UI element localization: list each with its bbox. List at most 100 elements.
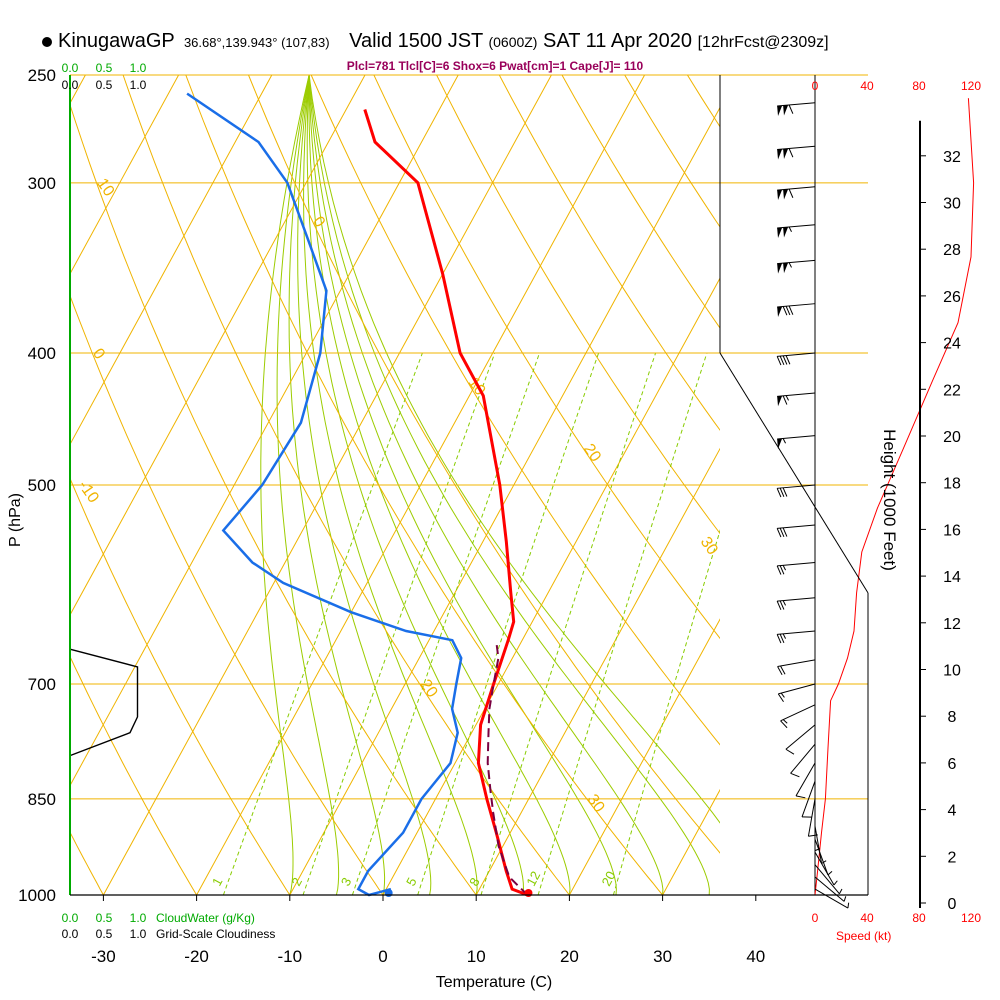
wind-barb-full [779, 527, 785, 537]
dry-adiabat-line [70, 294, 384, 896]
height-tick-label: 4 [948, 803, 957, 820]
height-tick-label: 24 [943, 336, 961, 353]
cloudiness-axis-title: Grid-Scale Cloudiness [156, 927, 275, 941]
wind-barb-half [785, 395, 789, 401]
wind-barb [801, 781, 816, 818]
right-frame-diagonal [719, 352, 869, 594]
speed-tick-label-top: 40 [860, 79, 874, 93]
wind-barb-shaft [777, 524, 816, 529]
wind-barb-full [780, 720, 788, 729]
wind-barb-shaft [777, 562, 816, 567]
wind-barb-shaft [777, 186, 816, 191]
mixing-ratio-line [537, 352, 708, 896]
wind-barb-full [776, 600, 782, 610]
pressure-tick-label: 850 [28, 790, 56, 809]
dry-adiabat-label: 10 [93, 175, 117, 199]
wind-barb-full [788, 148, 794, 158]
wind-barb-shaft [814, 888, 849, 909]
wind-barb-shaft [785, 724, 816, 750]
wind-barb-shaft [777, 145, 816, 151]
moist-adiabat-line [303, 75, 478, 896]
wind-barb-full [776, 528, 782, 538]
wind-barb-half [843, 896, 847, 902]
speed-tick-label-bottom: 120 [961, 911, 981, 925]
speed-tick-label-top: 80 [912, 79, 926, 93]
wind-barb-half [788, 262, 792, 268]
wind-barb [777, 102, 816, 117]
wind-barb-full [788, 305, 794, 315]
wind-barb [814, 888, 850, 909]
height-tick-label: 32 [943, 149, 961, 166]
wind-barb [777, 683, 816, 703]
dry-adiabat-line [70, 103, 477, 896]
wind-barb-full [779, 565, 785, 575]
wind-barb [785, 724, 816, 755]
wind-barb [777, 392, 816, 407]
isotherm-line [70, 75, 273, 446]
wind-barb [777, 259, 816, 274]
wind-barb [777, 435, 816, 449]
speed-tick-label-bottom: 80 [912, 911, 926, 925]
speed-tick-label-bottom: 0 [812, 911, 819, 925]
mixing-ratio-line [417, 352, 600, 896]
wind-barb [776, 352, 816, 366]
cloudwater-tick-bottom: 0.0 [62, 911, 79, 925]
wind-barb [814, 851, 838, 886]
wind-barb-flag [783, 262, 789, 274]
wind-speed-line [814, 98, 975, 896]
mixing-ratio-line [480, 352, 657, 896]
wind-barb [777, 145, 816, 160]
wind-barb-full [795, 795, 806, 799]
wind-barb [776, 597, 816, 610]
y-axis-title: P (hPa) [7, 493, 24, 547]
cloudwater-tick-top: 0.0 [62, 61, 79, 75]
speed-axis-title: Speed (kt) [836, 929, 891, 943]
pressure-tick-label: 250 [28, 66, 56, 85]
height-axis-title: Height (1000 Feet) [880, 429, 899, 571]
surface-dewpoint-dot [384, 889, 393, 897]
x-axis-title: Temperature (C) [436, 974, 552, 991]
wind-barb-flag [783, 105, 789, 116]
wind-barb-full [790, 772, 800, 778]
wind-barb-shaft [777, 303, 816, 308]
mixing-ratio-label: 20 [598, 869, 618, 889]
pressure-tick-label: 1000 [18, 886, 56, 905]
dry-adiabat-label: -10 [75, 478, 102, 507]
dry-adiabat-line [561, 75, 720, 329]
wind-barb-full [782, 487, 788, 497]
wind-barb-half [821, 860, 827, 864]
surface-temperature-dot [524, 889, 533, 897]
mixing-ratio-label: 2 [288, 875, 305, 888]
wind-barb-full [785, 306, 791, 316]
wind-barb [777, 303, 816, 317]
dry-adiabat-line [373, 75, 720, 640]
wind-barb-half [788, 226, 792, 233]
moist-adiabat-line [308, 75, 571, 896]
wind-barb-flag [777, 227, 783, 238]
valid-utc: (0600Z) [488, 34, 538, 50]
height-tick-label: 28 [943, 242, 961, 259]
wind-barb-flag [777, 189, 783, 201]
wind-barb-full [779, 355, 785, 365]
forecast-info: [12hrFcst@2309z] [697, 34, 829, 51]
height-tick-label: 20 [943, 429, 961, 446]
wind-barb-shaft [777, 597, 816, 602]
dry-adiabat-label: 0 [89, 346, 108, 363]
dry-adiabat-line [498, 75, 720, 431]
pressure-tick-label: 300 [28, 174, 56, 193]
mixing-ratio-line [222, 352, 423, 896]
wind-barb-flag [783, 227, 789, 238]
wind-barb-full [779, 487, 785, 497]
dry-adiabat-label: 20 [580, 441, 604, 465]
moist-adiabat-line [308, 75, 720, 824]
wind-barb [776, 524, 816, 538]
cloudiness-tick-bottom: 0.5 [96, 927, 113, 941]
dry-adiabat-label: 20 [416, 677, 440, 701]
wind-barb-shaft [807, 798, 816, 837]
moist-adiabat-line [260, 75, 310, 896]
isotherm-line [70, 75, 180, 275]
dry-adiabat-line [310, 75, 720, 746]
temperature-tick-label: -20 [184, 947, 209, 966]
wind-barb-full [779, 633, 785, 643]
